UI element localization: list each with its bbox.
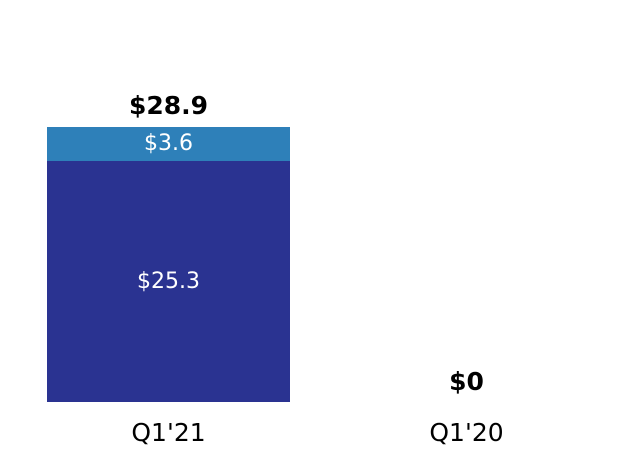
bar-segment-secondary-q1-21: $3.6 [47, 127, 290, 161]
x-axis-tick-label-q1-21: Q1'21 [131, 418, 206, 447]
segment-value-label-secondary-q1-21: $3.6 [144, 131, 193, 156]
bar-segment-primary-q1-21: $25.3 [47, 161, 290, 402]
category-slot-q1-20: $0 Q1'20 [345, 0, 588, 466]
category-slot-q1-21: $28.9 $3.6 $25.3 Q1'21 [47, 0, 290, 466]
x-axis-tick-label-q1-20: Q1'20 [429, 418, 504, 447]
segment-value-label-primary-q1-21: $25.3 [137, 268, 200, 294]
total-value-label-q1-21: $28.9 [128, 91, 209, 120]
stacked-bar-q1-21: $3.6 $25.3 [47, 127, 290, 402]
total-value-label-q1-20: $0 [449, 367, 484, 396]
